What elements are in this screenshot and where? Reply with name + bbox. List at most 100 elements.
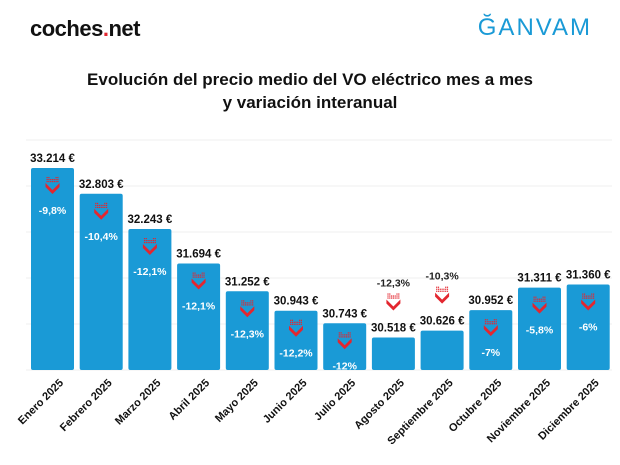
arrow-dot bbox=[437, 288, 440, 290]
arrow-dot bbox=[194, 276, 196, 278]
down-arrow-icon bbox=[142, 238, 157, 256]
arrow-dot bbox=[201, 274, 203, 276]
arrow-dot bbox=[535, 298, 537, 300]
arrow-dot bbox=[493, 323, 495, 325]
arrow-dot bbox=[106, 206, 108, 209]
arrow-dot bbox=[143, 242, 146, 244]
value-label: 31.311 € bbox=[517, 273, 562, 285]
arrow-dot bbox=[488, 323, 490, 325]
arrow-dot bbox=[436, 290, 438, 292]
arrow-dot bbox=[492, 323, 494, 325]
arrow-dot bbox=[538, 300, 541, 302]
arrow-dot bbox=[445, 286, 447, 288]
arrow-dot bbox=[145, 242, 147, 244]
arrow-dot bbox=[542, 296, 544, 298]
value-label: 31.252 € bbox=[225, 276, 270, 288]
arrow-dot bbox=[584, 293, 586, 295]
arrow-dot bbox=[291, 319, 293, 321]
arrow-dot bbox=[338, 332, 340, 334]
arrow-dot bbox=[192, 274, 194, 276]
arrow-dot bbox=[295, 321, 297, 323]
arrow-dot bbox=[445, 288, 447, 290]
bar bbox=[274, 310, 318, 370]
arrow-dot bbox=[154, 238, 156, 240]
arrow-dot bbox=[391, 297, 393, 299]
arrow-dot bbox=[46, 176, 48, 179]
arrow-dot bbox=[347, 334, 349, 336]
yoy-change-label: -12% bbox=[332, 360, 357, 372]
bar bbox=[79, 193, 123, 370]
arrow-dot bbox=[300, 323, 302, 325]
arrow-dot bbox=[436, 288, 438, 290]
arrow-dot bbox=[51, 178, 54, 181]
value-label: 30.743 € bbox=[322, 308, 367, 320]
arrow-dot bbox=[495, 321, 497, 323]
bar bbox=[566, 284, 610, 370]
arrow-dot bbox=[293, 321, 295, 323]
arrow-dot bbox=[540, 300, 542, 302]
arrow-dot bbox=[55, 180, 57, 183]
arrow-dot bbox=[100, 204, 102, 207]
arrow-dot bbox=[533, 298, 535, 300]
value-label: 31.694 € bbox=[176, 249, 221, 261]
arrow-dot bbox=[446, 290, 449, 292]
arrow-dot bbox=[291, 321, 293, 323]
arrow-chevron bbox=[581, 299, 596, 311]
yoy-change-label: -10,4% bbox=[85, 231, 119, 243]
arrow-dot bbox=[585, 297, 587, 299]
down-arrow-icon bbox=[191, 272, 206, 290]
arrow-dot bbox=[396, 295, 398, 297]
arrow-dot bbox=[389, 297, 391, 299]
arrow-dot bbox=[437, 286, 440, 288]
arrow-dot bbox=[241, 302, 243, 304]
arrow-dot bbox=[488, 321, 490, 323]
arrow-chevron bbox=[483, 325, 498, 337]
arrow-dot bbox=[252, 304, 254, 306]
arrow-dot bbox=[582, 297, 584, 299]
arrow-dot bbox=[57, 180, 59, 183]
arrow-dot bbox=[241, 304, 243, 306]
arrow-dot bbox=[490, 321, 492, 323]
category-label: Mayo 2025 bbox=[213, 377, 261, 425]
arrow-dot bbox=[345, 334, 348, 336]
arrow-dot bbox=[196, 276, 198, 278]
arrow-dot bbox=[345, 336, 348, 338]
arrow-dot bbox=[241, 300, 243, 302]
arrow-chevron bbox=[337, 338, 352, 350]
category-label: Agosto 2025 bbox=[352, 377, 407, 432]
down-arrow-icon bbox=[289, 319, 303, 337]
arrow-dot bbox=[544, 298, 546, 300]
arrow-dot bbox=[585, 295, 587, 297]
down-arrow-icon bbox=[386, 293, 401, 311]
arrow-dot bbox=[57, 178, 59, 181]
arrow-dot bbox=[196, 274, 198, 276]
arrow-dot bbox=[198, 274, 200, 276]
arrow-chevron bbox=[289, 325, 303, 337]
yoy-change-label: -10,3% bbox=[425, 271, 459, 283]
arrow-dot bbox=[152, 238, 155, 240]
arrow-dot bbox=[533, 296, 535, 298]
arrow-dot bbox=[243, 302, 245, 304]
arrow-dot bbox=[389, 295, 391, 297]
arrow-dot bbox=[484, 319, 486, 321]
arrow-dot bbox=[252, 300, 254, 302]
arrow-dot bbox=[244, 302, 247, 304]
bar bbox=[420, 330, 464, 370]
arrow-dot bbox=[102, 204, 104, 207]
arrow-dot bbox=[55, 176, 57, 179]
down-arrow-icon bbox=[581, 293, 596, 311]
arrow-dot bbox=[152, 240, 155, 242]
category-label: Febrero 2025 bbox=[58, 377, 115, 434]
value-label: 31.360 € bbox=[566, 270, 611, 282]
value-label: 30.943 € bbox=[274, 296, 319, 308]
arrow-dot bbox=[145, 240, 147, 242]
arrow-dot bbox=[340, 332, 342, 334]
logo-dot: . bbox=[102, 16, 109, 41]
arrow-chevron bbox=[94, 208, 109, 220]
arrow-dot bbox=[533, 300, 535, 302]
arrow-dot bbox=[51, 180, 54, 183]
arrow-dot bbox=[252, 302, 254, 304]
arrow-dot bbox=[299, 323, 301, 325]
arrow-dot bbox=[396, 293, 398, 295]
arrow-dot bbox=[250, 300, 252, 302]
